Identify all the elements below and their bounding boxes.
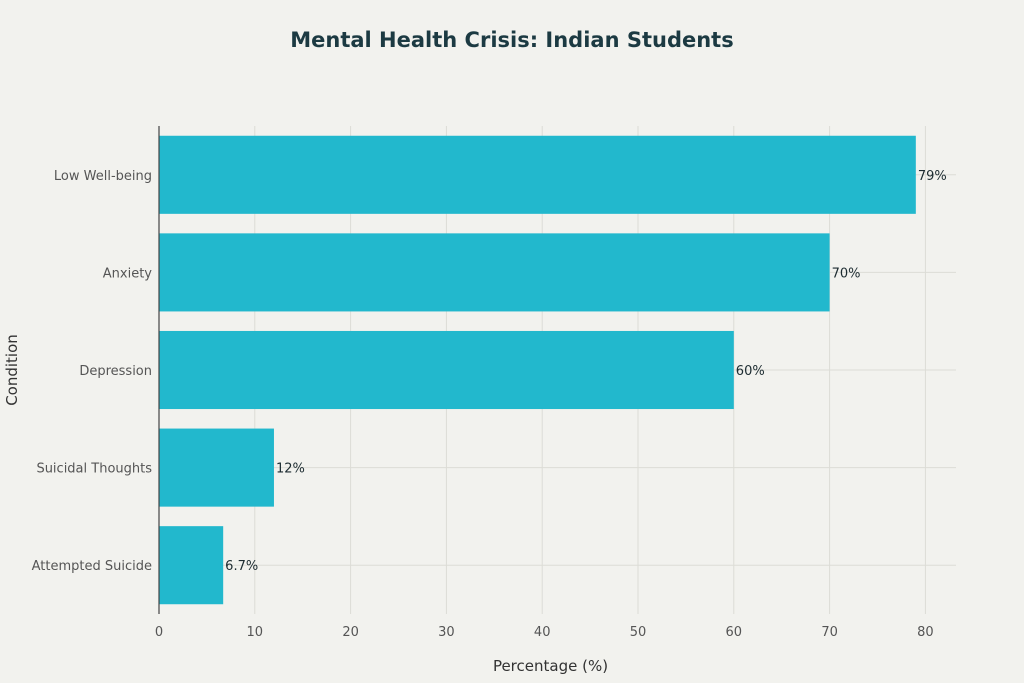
x-tick-label: 60	[726, 625, 743, 640]
x-tick-label: 10	[247, 625, 264, 640]
bar	[159, 526, 224, 605]
y-tick-label: Suicidal Thoughts	[36, 462, 152, 477]
data-label: 12%	[276, 462, 305, 477]
data-label: 70%	[832, 266, 861, 281]
y-tick-label: Depression	[79, 364, 152, 379]
y-tick-label: Low Well-being	[54, 169, 152, 184]
x-tick-label: 50	[630, 625, 647, 640]
chart-title: Mental Health Crisis: Indian Students	[290, 28, 734, 52]
data-label: 6.7%	[225, 559, 258, 574]
y-axis-title: Condition	[3, 334, 21, 406]
x-axis-title: Percentage (%)	[493, 657, 608, 675]
data-label: 79%	[918, 169, 947, 184]
bar	[159, 135, 916, 214]
x-tick-label: 70	[821, 625, 838, 640]
x-tick-label: 40	[534, 625, 551, 640]
bar	[159, 428, 274, 507]
bar	[159, 233, 830, 312]
y-tick-label: Anxiety	[103, 266, 153, 281]
data-label: 60%	[736, 364, 765, 379]
x-tick-label: 80	[917, 625, 934, 640]
x-tick-label: 0	[155, 625, 163, 640]
bar	[159, 330, 734, 410]
y-tick-label: Attempted Suicide	[32, 559, 152, 574]
x-tick-label: 30	[438, 625, 455, 640]
x-tick-label: 20	[342, 625, 359, 640]
